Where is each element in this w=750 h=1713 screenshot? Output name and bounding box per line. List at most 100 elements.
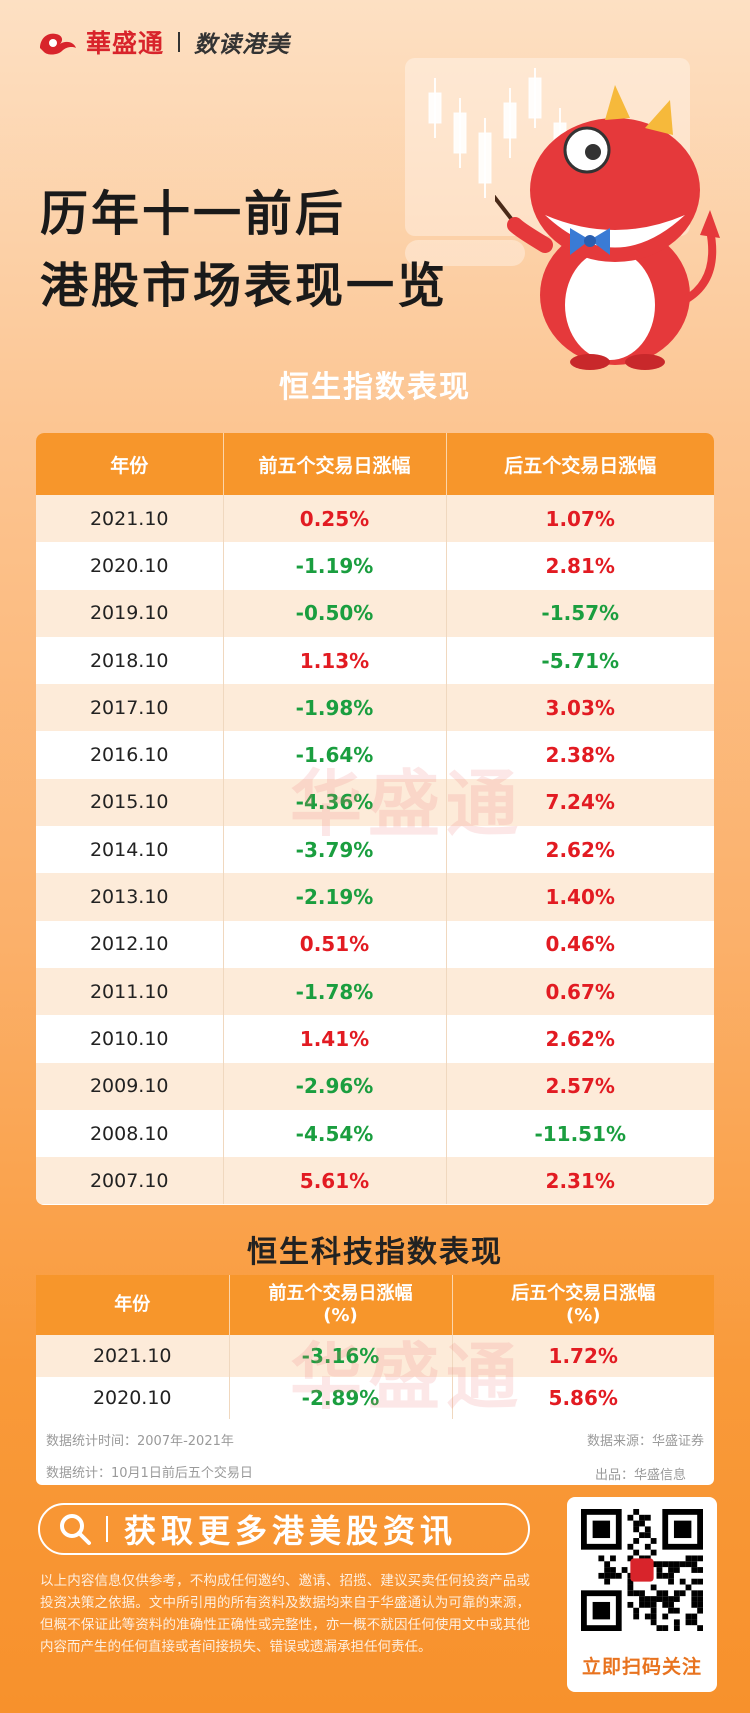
dragon-mascot-icon (483, 80, 725, 370)
after-change-cell: 2.62% (445, 1015, 714, 1063)
after-change-cell: 1.72% (451, 1335, 714, 1377)
before-change-cell: -2.96% (222, 1062, 446, 1110)
search-icon (60, 1514, 91, 1545)
column-header-year: 年份 (36, 433, 223, 495)
qr-code-icon (581, 1509, 703, 1631)
year-cell: 2011.10 (36, 967, 223, 1016)
table-row: 2010.10 1.41% 2.62% (36, 1015, 714, 1063)
table-row: 2007.10 5.61% 2.31% (36, 1157, 714, 1205)
table-row: 2012.10 0.51% 0.46% (36, 920, 714, 968)
after-change-cell: 0.46% (445, 920, 714, 968)
year-cell: 2009.10 (36, 1062, 223, 1110)
year-cell: 2012.10 (36, 920, 223, 968)
brand-name: 華盛通 (86, 29, 165, 58)
table-row: 2008.10 -4.54% -11.51% (36, 1109, 714, 1158)
after-change-cell: 2.31% (445, 1157, 714, 1205)
before-change-cell: 0.25% (222, 495, 446, 543)
before-change-cell: -4.36% (222, 778, 446, 827)
table-row: 2018.10 1.13% -5.71% (36, 636, 714, 685)
after-change-cell: 2.57% (445, 1062, 714, 1110)
year-cell: 2013.10 (36, 873, 223, 921)
column-header-year: 年份 (36, 1275, 229, 1335)
before-change-cell: 1.41% (222, 1015, 446, 1063)
qr-label: 立即扫码关注 (581, 1656, 702, 1678)
after-change-cell: -5.71% (445, 636, 714, 685)
brand-logo-icon (36, 26, 80, 58)
table-row: 2019.10 -0.50% -1.57% (36, 589, 714, 637)
before-change-cell: -1.78% (222, 967, 446, 1016)
year-cell: 2020.10 (36, 1377, 229, 1419)
column-header-after: 后五个交易日涨幅 (%) (451, 1275, 714, 1335)
candlestick-icon (428, 68, 567, 198)
table-row: 2021.10 0.25% 1.07% (36, 495, 714, 543)
table-row: 2013.10 -2.19% 1.40% (36, 873, 714, 921)
year-cell: 2020.10 (36, 542, 223, 590)
search-divider (106, 1516, 108, 1542)
after-change-cell: 1.40% (445, 873, 714, 921)
year-cell: 2018.10 (36, 636, 223, 685)
before-change-cell: -2.89% (228, 1377, 452, 1419)
table-row: 2017.10 -1.98% 3.03% (36, 684, 714, 732)
disclaimer: 以上内容信息仅供参考，不构成任何邀约、邀请、招揽、建议买卖任何投资产品或投资决策… (40, 1573, 530, 1655)
table-row: 2021.10 -3.16% 1.72% (36, 1335, 714, 1377)
table-header-row: 年份 前五个交易日涨幅 (%) 后五个交易日涨幅 (%) (36, 1275, 714, 1335)
after-change-cell: 0.67% (445, 967, 714, 1016)
table-row: 2009.10 -2.96% 2.57% (36, 1062, 714, 1110)
year-cell: 2017.10 (36, 684, 223, 732)
table-header-row: 年份 前五个交易日涨幅 后五个交易日涨幅 (36, 433, 714, 495)
before-change-cell: -3.16% (228, 1335, 452, 1377)
section-title-hsi: 恒生指数表现 (279, 370, 471, 405)
after-change-cell: 2.62% (445, 826, 714, 874)
year-cell: 2019.10 (36, 589, 223, 637)
before-change-cell: 1.13% (222, 636, 446, 685)
note-scope: 数据统计：10月1日前后五个交易日 (46, 1466, 253, 1481)
year-cell: 2021.10 (36, 1335, 229, 1377)
brand-subname: 数读港美 (194, 32, 291, 58)
decorative-pill (405, 240, 525, 266)
title-line-2: 港股市场表现一览 (40, 258, 449, 314)
before-change-cell: -2.19% (222, 873, 446, 921)
after-change-cell: -11.51% (445, 1109, 714, 1158)
table-row: 2011.10 -1.78% 0.67% (36, 967, 714, 1016)
before-change-cell: -1.64% (222, 731, 446, 779)
year-cell: 2008.10 (36, 1109, 223, 1158)
table-row: 2020.10 -1.19% 2.81% (36, 542, 714, 590)
after-change-cell: 3.03% (445, 684, 714, 732)
hsi-table: 年份 前五个交易日涨幅 后五个交易日涨幅 2021.10 0.25% 1.07% 20… (36, 433, 714, 1205)
year-cell: 2015.10 (36, 778, 223, 827)
search-banner[interactable]: 获取更多港美股资讯 (38, 1503, 530, 1555)
brand-divider (178, 32, 181, 52)
after-change-cell: 2.38% (445, 731, 714, 779)
note-period: 数据统计时间：2007年-2021年 (46, 1434, 234, 1449)
column-header-before: 前五个交易日涨幅 (222, 433, 446, 495)
after-change-cell: 7.24% (445, 778, 714, 827)
qr-card[interactable]: 立即扫码关注 (567, 1497, 717, 1692)
after-change-cell: 1.07% (445, 495, 714, 543)
page-title: 历年十一前后 港股市场表现一览 (40, 178, 448, 322)
after-change-cell: -1.57% (445, 589, 714, 637)
brand-header: 華盛通 数读港美 (36, 24, 290, 60)
year-cell: 2010.10 (36, 1015, 223, 1063)
year-cell: 2014.10 (36, 826, 223, 874)
note-source: 数据来源：华盛证券 (586, 1434, 704, 1449)
before-change-cell: -4.54% (222, 1109, 446, 1158)
search-label: 获取更多港美股资讯 (124, 1512, 458, 1550)
title-line-1: 历年十一前后 (40, 186, 347, 242)
data-notes: 数据统计时间：2007年-2021年 数据统计：10月1日前后五个交易日 数据来… (36, 1420, 714, 1485)
column-header-before: 前五个交易日涨幅 (%) (228, 1275, 452, 1335)
year-cell: 2007.10 (36, 1157, 223, 1205)
table-row: 2014.10 -3.79% 2.62% (36, 826, 714, 874)
note-publisher: 出品：华盛信息 (594, 1468, 686, 1483)
hstech-table: 年份 前五个交易日涨幅 (%) 后五个交易日涨幅 (%) 2021.10 -3.1… (36, 1275, 714, 1485)
year-cell: 2016.10 (36, 731, 223, 779)
before-change-cell: 5.61% (222, 1157, 446, 1205)
column-header-after: 后五个交易日涨幅 (445, 433, 714, 495)
table-row: 2016.10 -1.64% 2.38% (36, 731, 714, 779)
before-change-cell: 0.51% (222, 920, 446, 968)
after-change-cell: 2.81% (445, 542, 714, 590)
before-change-cell: -3.79% (222, 826, 446, 874)
before-change-cell: -0.50% (222, 589, 446, 637)
table-row: 2015.10 -4.36% 7.24% (36, 778, 714, 827)
before-change-cell: -1.19% (222, 542, 446, 590)
before-change-cell: -1.98% (222, 684, 446, 732)
